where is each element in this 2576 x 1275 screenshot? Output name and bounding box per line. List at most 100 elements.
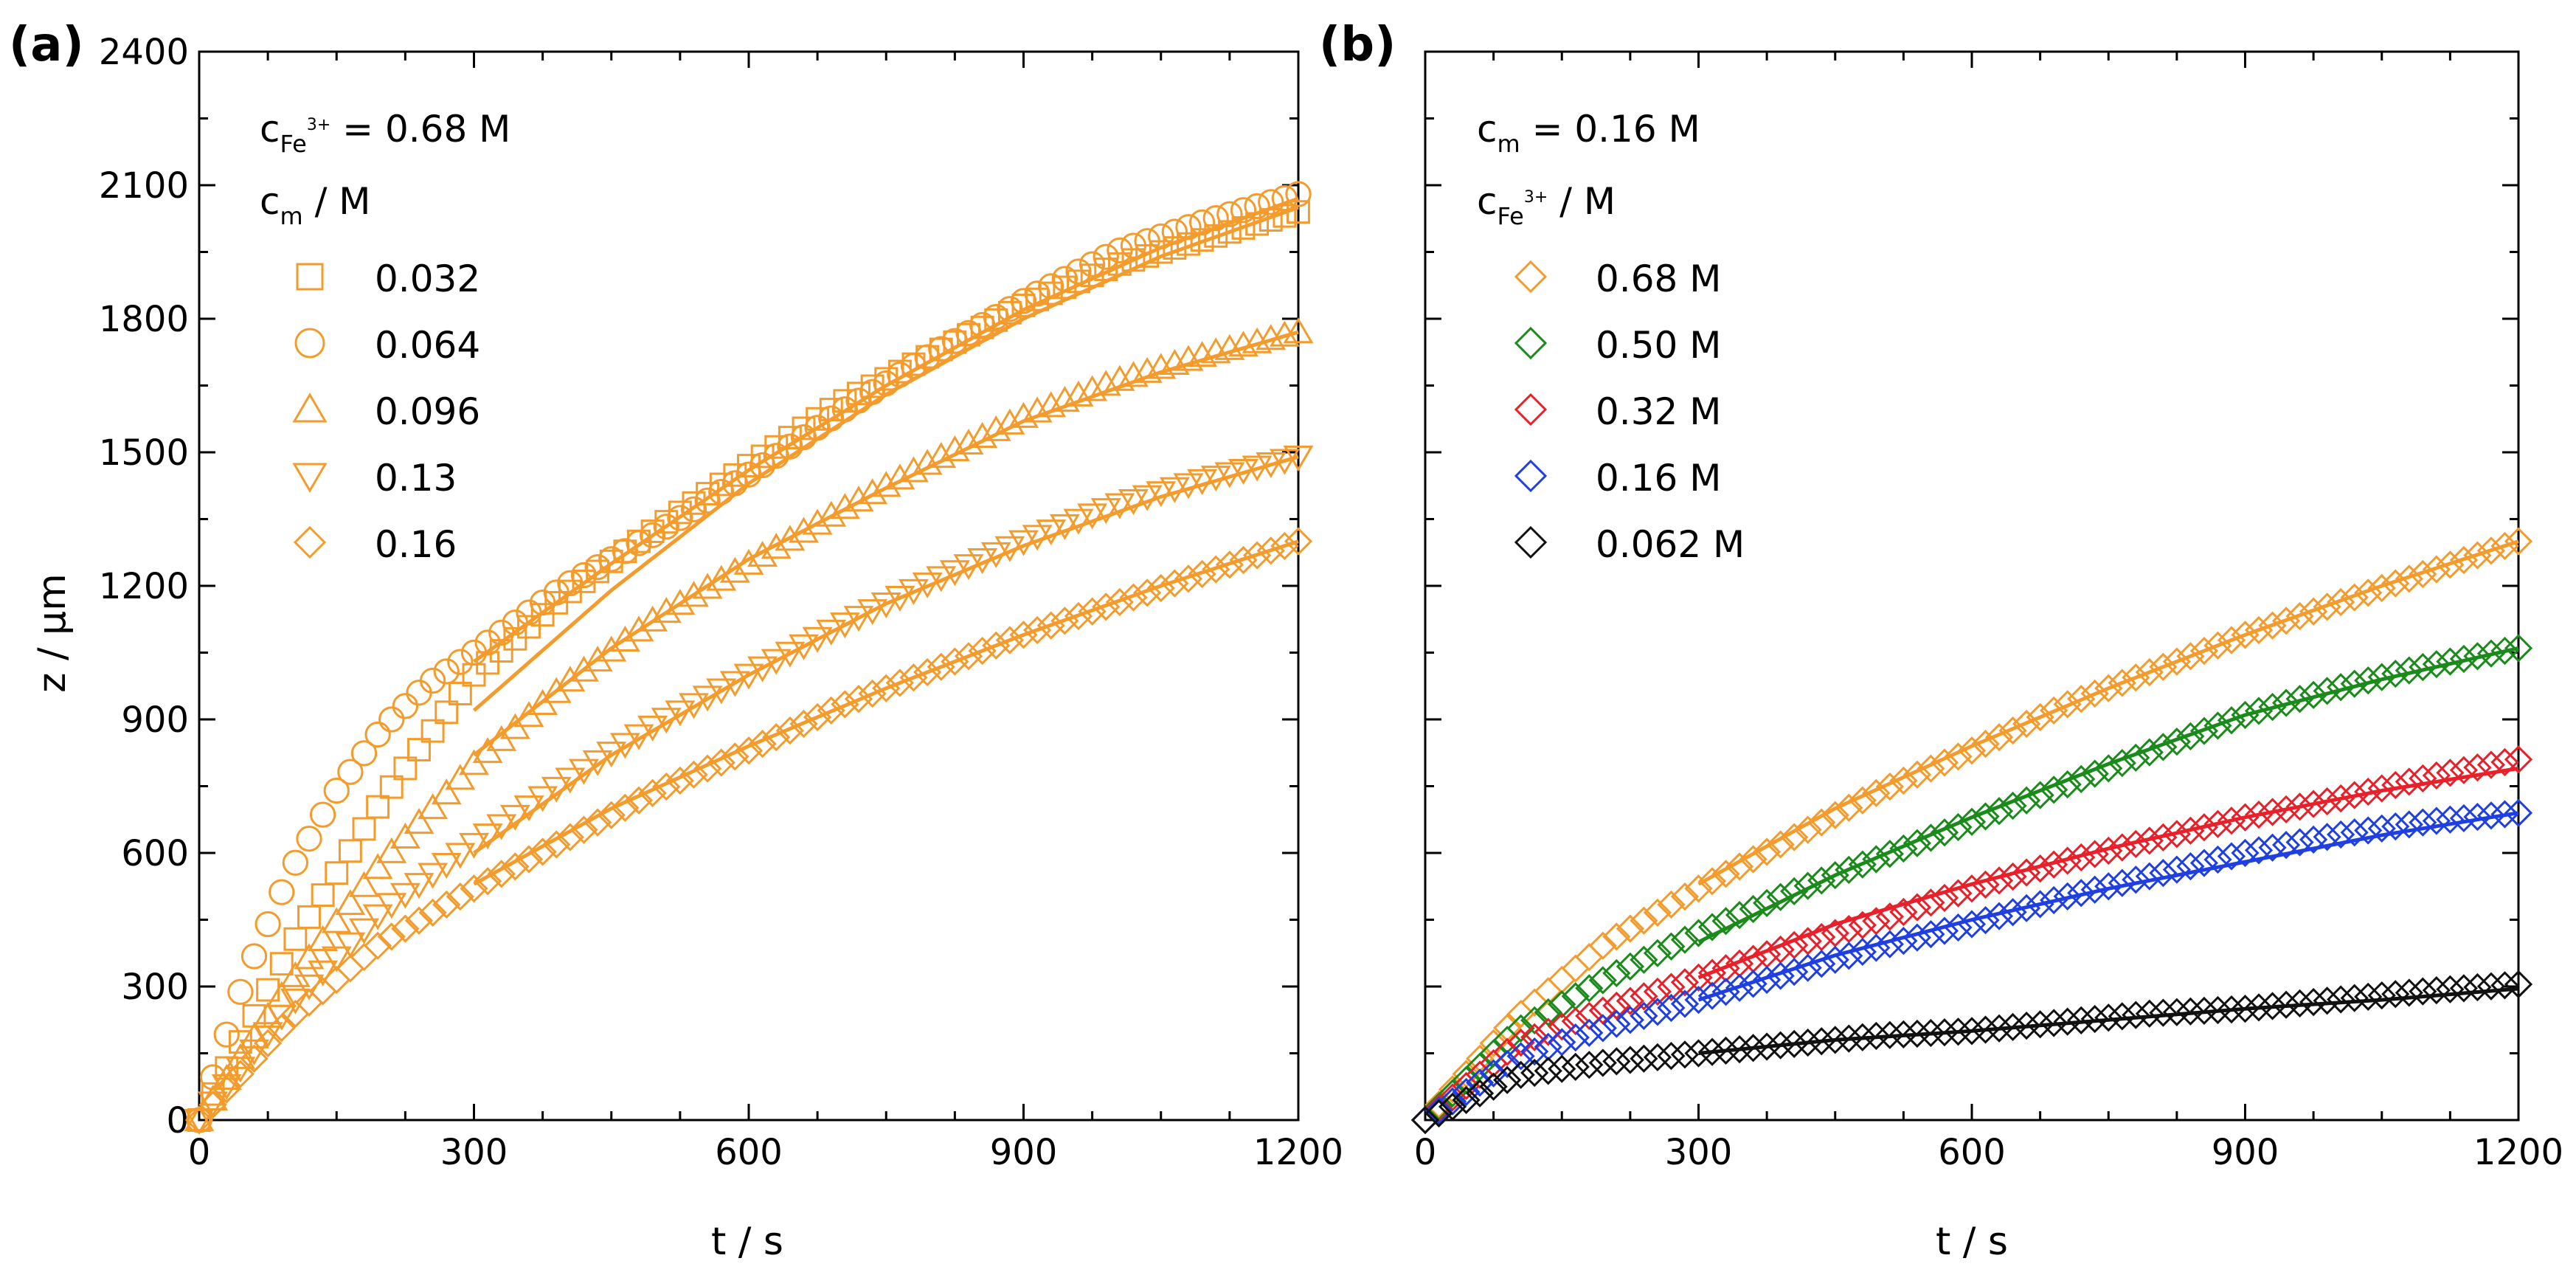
panel-a-data-point <box>254 1029 283 1058</box>
panel-a-data-point <box>912 449 943 475</box>
panel-b-data-point <box>1506 1028 1535 1057</box>
panel-a-data-point <box>1049 386 1080 412</box>
panel-b-data-point <box>1520 988 1549 1017</box>
panel-a-data-point <box>445 764 476 790</box>
panel-b-data-point <box>2504 798 2533 827</box>
panel-a-data-point <box>432 890 461 919</box>
panel-a-data-point <box>761 649 792 675</box>
panel-b-data-point <box>2381 660 2410 688</box>
panel-a-data-point <box>1104 364 1135 391</box>
panel-b-data-point <box>1835 941 1863 970</box>
panel-b-data-point <box>2436 805 2465 834</box>
panel-b-data-point <box>2122 865 2150 894</box>
panel-a-y-tick-label: 0 <box>166 1100 189 1141</box>
panel-b-legend-marker <box>1514 260 1548 294</box>
panel-a-y-tick-label: 600 <box>121 833 189 874</box>
panel-a-y-tick-label: 900 <box>121 699 189 741</box>
panel-b-data-point <box>1684 874 1713 903</box>
panel-a-data-point <box>487 860 516 888</box>
panel-a-data-point <box>582 646 613 672</box>
panel-b-data-point <box>1410 1105 1440 1135</box>
panel-b-legend-marker <box>1514 459 1548 493</box>
panel-b-data-point <box>1711 907 1740 936</box>
panel-b-data-point <box>1684 919 1713 947</box>
panel-a-data-point <box>226 1060 255 1088</box>
panel-b-data-point <box>1479 1072 1508 1101</box>
panel-b-data-point <box>2285 828 2314 857</box>
panel-b-fit-line <box>1697 766 2519 980</box>
panel-a-data-point <box>1118 361 1149 387</box>
panel-b-data-point <box>1957 1017 1987 1046</box>
panel-a-data-point <box>706 678 737 705</box>
panel-b-data-point <box>1575 1001 1604 1030</box>
panel-a-data-point <box>816 619 847 646</box>
panel-a-data-point <box>211 1063 242 1090</box>
panel-b-data-point <box>1807 808 1836 837</box>
panel-b-data-point <box>1670 1040 1700 1069</box>
panel-a-data-point <box>679 760 708 789</box>
panel-a-data-point <box>352 817 376 841</box>
panel-a-data-point <box>240 943 268 970</box>
panel-a-data-point <box>734 736 764 765</box>
panel-a-data-point <box>418 898 447 927</box>
panel-a-data-point <box>1104 493 1135 519</box>
panel-a-data-point <box>474 867 502 896</box>
panel-b-series-0 <box>1410 527 2533 1135</box>
panel-b-data-point <box>1520 1023 1549 1051</box>
panel-a-data-point <box>789 516 819 543</box>
panel-a-legend: cFe3+ = 0.68 M cm / M 0.032 0.064 0.096 0.1… <box>260 108 510 566</box>
panel-a-data-point <box>638 778 667 807</box>
panel-b-data-point <box>2327 784 2355 813</box>
panel-a-data-point <box>1283 317 1314 344</box>
panel-b-data-point <box>1520 1037 1549 1066</box>
panel-b-data-point <box>1944 1017 1973 1046</box>
panel-b-data-point <box>1575 943 1604 972</box>
panel-a-data-point <box>377 922 406 951</box>
panel-a-data-point <box>1107 237 1133 264</box>
panel-a-data-point <box>1187 341 1218 367</box>
panel-b-data-point <box>1424 1099 1453 1128</box>
panel-a-data-point <box>939 435 970 462</box>
panel-a-data-point <box>404 807 434 835</box>
panel-b-data-point <box>2367 774 2396 803</box>
panel-b-data-point <box>2026 890 2054 919</box>
panel-a-data-point <box>325 861 349 885</box>
panel-b-data-point <box>1670 925 1700 954</box>
panel-a-data-point <box>598 546 625 573</box>
panel-b-data-point <box>2409 977 2437 1006</box>
panel-a-data-point <box>311 883 335 907</box>
panel-a-data-point <box>679 693 709 719</box>
panel-b-data-point <box>1848 911 1877 939</box>
panel-b-data-point <box>2026 781 2054 809</box>
panel-b-data-point <box>2327 985 2355 1014</box>
panel-b-data-point <box>1930 916 1959 945</box>
panel-a-data-point <box>884 585 915 612</box>
panel-b-data-point <box>2149 998 2178 1027</box>
panel-b-data-point <box>1971 730 2000 759</box>
panel-a-data-point <box>321 907 352 933</box>
panel-a-data-point <box>308 960 339 987</box>
panel-b-series-1 <box>1410 634 2533 1135</box>
panel-b-data-point <box>2436 975 2465 1003</box>
panel-b-data-point <box>1739 1034 1767 1062</box>
panel-b-data-point <box>2244 697 2274 725</box>
panel-b-data-point <box>1807 950 1836 978</box>
panel-a-data-point <box>528 837 557 866</box>
panel-b-data-point <box>2108 1002 2136 1031</box>
panel-a-legend-marker <box>294 328 325 359</box>
panel-a-data-point <box>255 911 281 938</box>
panel-a-x-axis-title: t / s <box>711 1220 783 1264</box>
panel-a-data-point <box>609 733 640 759</box>
panel-b-data-point <box>1862 778 1891 807</box>
panel-a-data-point <box>1022 396 1053 423</box>
panel-a-data-point <box>1063 380 1094 407</box>
panel-a-fit-line <box>472 330 1299 757</box>
panel-a-data-point <box>269 952 294 976</box>
panel-a-data-point <box>294 943 325 970</box>
panel-a-data-point <box>309 801 336 828</box>
panel-b-data-point <box>1875 1020 1904 1049</box>
panel-b-data-point <box>1725 1034 1754 1064</box>
panel-a-data-point <box>419 667 446 694</box>
panel-a-data-point <box>1120 232 1147 259</box>
panel-a-data-point <box>256 978 280 1002</box>
